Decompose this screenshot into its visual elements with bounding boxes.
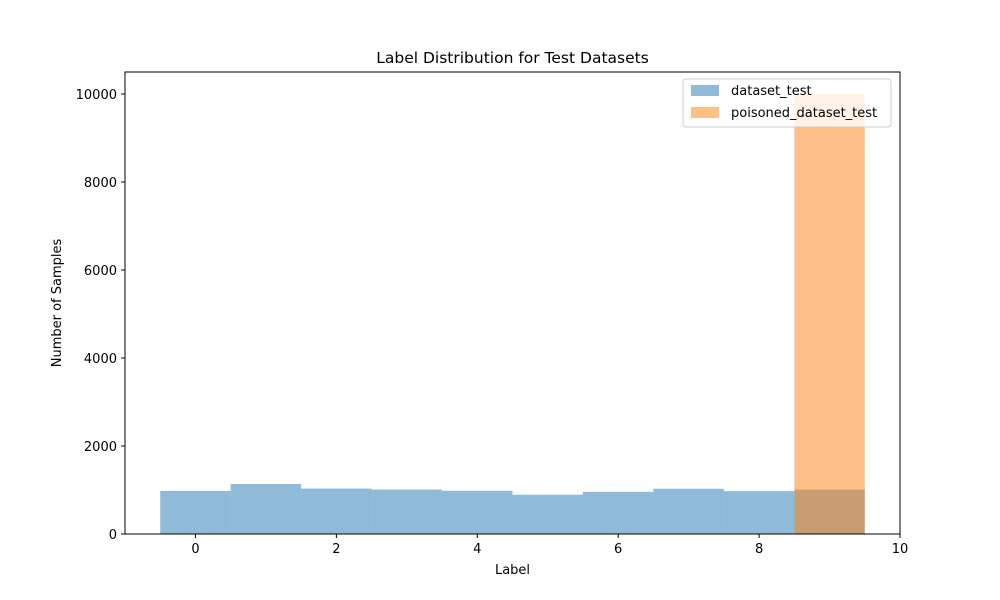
plot-area-background (125, 72, 900, 534)
y-axis-label: Number of Samples (50, 239, 65, 368)
y-tick-label: 2000 (84, 440, 117, 455)
x-axis-label: Label (495, 563, 530, 578)
bar-dataset-test-8 (723, 491, 795, 534)
x-tick-label: 0 (191, 542, 199, 557)
bar-dataset-test-3 (371, 489, 443, 534)
bar-poisoned-dataset-test-9 (794, 94, 865, 534)
bar-dataset-test-4 (442, 490, 513, 534)
chart-title: Label Distribution for Test Datasets (376, 49, 649, 67)
bars-layer (160, 94, 865, 534)
legend-frame (682, 78, 892, 128)
legend-label-dataset-test: dataset_test (731, 84, 812, 99)
legend-label-poisoned-dataset-test: poisoned_dataset_test (731, 106, 877, 121)
x-tick-label: 4 (473, 542, 481, 557)
y-tick-label: 6000 (84, 264, 117, 279)
x-tick-label: 6 (614, 542, 622, 557)
bar-dataset-test-6 (582, 491, 654, 534)
bar-dataset-test-7 (653, 488, 724, 534)
x-tick-label: 2 (332, 542, 340, 557)
legend: dataset_test poisoned_dataset_test (682, 78, 892, 128)
y-tick-label: 4000 (84, 352, 117, 367)
x-tick-label: 10 (892, 542, 909, 557)
y-tick-label: 0 (109, 528, 117, 543)
y-tick-label: 8000 (84, 176, 117, 191)
x-tick-label: 8 (755, 542, 763, 557)
x-axis-ticks: 0 2 4 6 8 10 (191, 534, 908, 557)
plot-frame (124, 71, 901, 535)
bar-dataset-test-1 (230, 484, 302, 534)
legend-swatch-poisoned-dataset-test (691, 107, 719, 118)
y-tick-label: 10000 (76, 88, 117, 103)
y-axis-ticks: 0 2000 4000 6000 8000 10000 (76, 88, 125, 543)
legend-swatch-dataset-test (691, 85, 719, 96)
bar-dataset-test-0 (160, 490, 231, 534)
bar-dataset-test-2 (301, 488, 372, 534)
bar-dataset-test-5 (512, 494, 583, 534)
